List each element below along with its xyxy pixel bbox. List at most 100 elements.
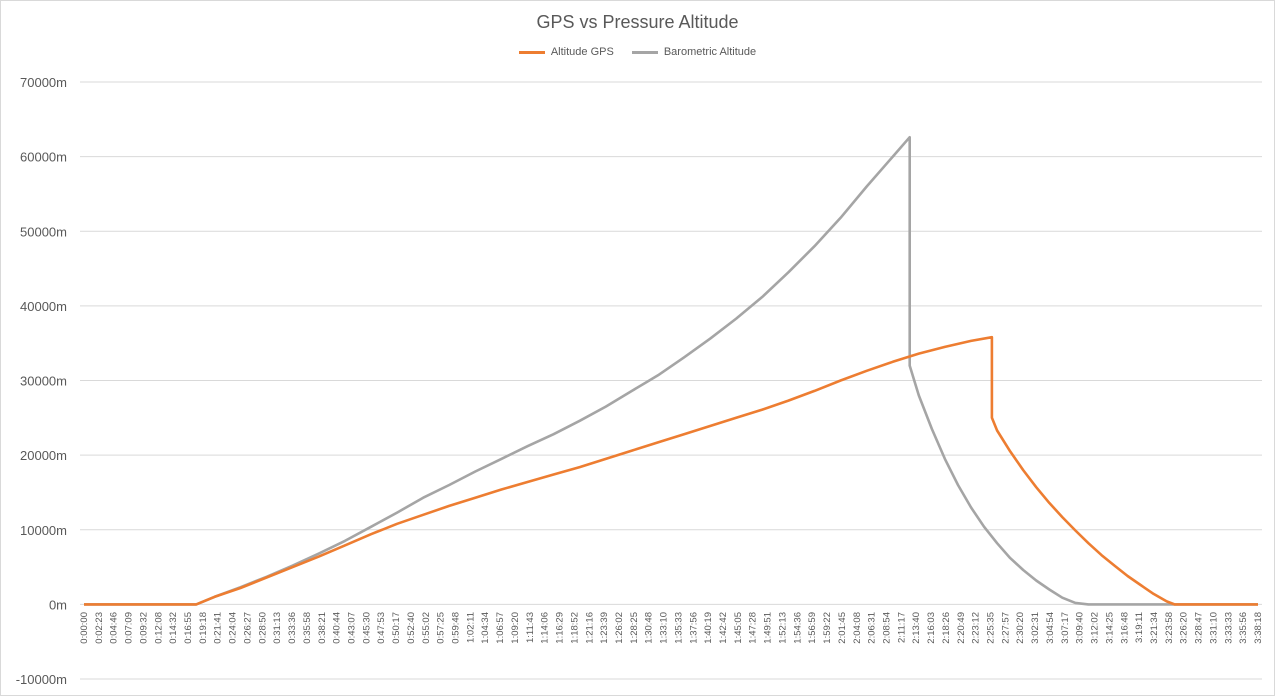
x-tick-label: 0:00:00 [79,612,90,644]
x-tick-label: 0:50:17 [391,612,402,644]
x-tick-label: 1:09:20 [510,612,521,644]
legend-swatch-baro [631,50,658,54]
x-tick-label: 0:04:46 [109,612,120,644]
x-tick-label: 0:24:04 [228,612,239,644]
x-tick-label: 3:09:40 [1075,612,1086,644]
x-tick-label: 3:12:02 [1090,612,1101,644]
x-tick-label: 2:13:40 [911,612,922,644]
legend-swatch-gps [518,50,545,54]
x-tick-label: 0:12:08 [153,612,164,644]
y-tick-label: 20000m [20,448,67,463]
x-tick-label: 1:49:51 [763,612,774,644]
x-tick-label: 1:23:39 [599,612,610,644]
x-tick-label: 1:18:52 [569,612,580,644]
series-line-gps [84,335,1258,606]
x-tick-label: 2:30:20 [1015,612,1026,644]
x-tick-label: 3:26:20 [1179,612,1190,644]
x-tick-label: 1:52:13 [777,612,788,644]
x-tick-label: 0:02:23 [94,612,105,644]
x-tick-label: 3:02:31 [1030,612,1041,644]
x-tick-label: 2:11:17 [896,612,907,643]
x-tick-label: 0:35:58 [302,612,313,644]
x-tick-label: 2:08:54 [881,612,892,644]
x-tick-label: 2:16:03 [926,612,937,644]
x-tick-label: 2:25:35 [986,612,997,644]
x-tick-label: 2:27:57 [1000,612,1011,644]
x-tick-label: 0:43:07 [346,612,357,644]
x-tick-label: 0:28:50 [257,612,268,644]
x-tick-label: 1:40:19 [703,612,714,644]
x-tick-label: 0:38:21 [317,612,328,644]
legend-item-baro: Barometric Altitude [631,46,757,58]
x-tick-label: 0:07:09 [124,612,135,644]
x-tick-label: 2:01:45 [837,612,848,644]
x-tick-label: 3:19:11 [1134,612,1145,643]
legend-item-gps: Altitude GPS [518,46,614,58]
x-tick-label: 3:14:25 [1104,612,1115,644]
x-tick-label: 3:28:47 [1194,612,1205,644]
x-tick-label: 0:09:32 [138,612,149,644]
x-tick-label: 1:16:29 [555,612,566,644]
x-tick-label: 1:33:10 [659,612,670,644]
series-line-barometric [84,135,1258,606]
x-tick-label: 0:40:44 [332,612,343,644]
y-tick-label: -10000m [16,672,67,687]
x-tick-label: 0:19:18 [198,612,209,644]
y-tick-label: 50000m [20,224,67,239]
y-tick-label: 0m [49,597,67,612]
x-tick-label: 1:42:42 [718,612,729,644]
x-tick-label: 3:04:54 [1045,612,1056,644]
x-tick-label: 0:45:30 [361,612,372,644]
x-tick-label: 0:21:41 [213,612,224,644]
x-tick-label: 0:16:55 [183,612,194,644]
x-tick-label: 1:47:28 [748,612,759,644]
x-tick-label: 1:54:36 [792,612,803,644]
x-tick-label: 2:04:08 [852,612,863,644]
x-tick-label: 1:59:22 [822,612,833,644]
x-tick-label: 1:30:48 [644,612,655,644]
x-tick-label: 1:35:33 [673,612,684,644]
x-tick-label: 1:02:11 [465,612,476,643]
x-tick-label: 2:23:12 [971,612,982,644]
x-tick-label: 3:31:10 [1208,612,1219,644]
x-tick-label: 3:23:58 [1164,612,1175,644]
x-tick-label: 2:06:31 [867,612,878,644]
x-tick-label: 0:52:40 [406,612,417,644]
y-tick-label: 60000m [20,150,67,165]
x-tick-label: 0:33:36 [287,612,298,644]
x-tick-label: 0:55:02 [421,612,432,644]
x-tick-label: 1:26:02 [614,612,625,644]
x-tick-label: 1:06:57 [495,612,506,644]
x-tick-label: 0:14:32 [168,612,179,644]
chart-title: GPS vs Pressure Altitude [536,12,739,32]
x-tick-label: 3:21:34 [1149,612,1160,644]
x-tick-label: 3:35:56 [1238,612,1249,644]
x-tick-label: 2:18:26 [941,612,952,644]
x-tick-label: 3:38:18 [1253,612,1264,644]
x-tick-label: 0:31:13 [272,612,283,644]
x-tick-label: 0:57:25 [436,612,447,644]
y-tick-label: 40000m [20,299,67,314]
x-tick-label: 1:37:56 [688,612,699,644]
x-tick-label: 2:20:49 [956,612,967,644]
legend: Altitude GPS Barometric Altitude [0,46,1275,58]
x-tick-label: 1:11:43 [525,612,536,643]
x-tick-label: 1:28:25 [629,612,640,644]
x-tick-label: 3:33:33 [1223,612,1234,644]
x-tick-label: 1:04:34 [480,612,491,644]
x-tick-label: 3:07:17 [1060,612,1071,644]
x-tick-label: 1:56:59 [807,612,818,644]
legend-label-gps: Altitude GPS [550,46,614,58]
x-tick-label: 1:45:05 [733,612,744,644]
legend-label-baro: Barometric Altitude [663,46,757,58]
x-tick-label: 1:21:16 [584,612,595,644]
x-tick-label: 0:59:48 [451,612,462,644]
x-tick-label: 3:16:48 [1119,612,1130,644]
x-tick-label: 0:47:53 [376,612,387,644]
x-tick-label: 0:26:27 [242,612,253,644]
y-tick-label: 30000m [20,374,67,389]
y-tick-label: 70000m [20,75,67,90]
x-tick-label: 1:14:06 [540,612,551,644]
